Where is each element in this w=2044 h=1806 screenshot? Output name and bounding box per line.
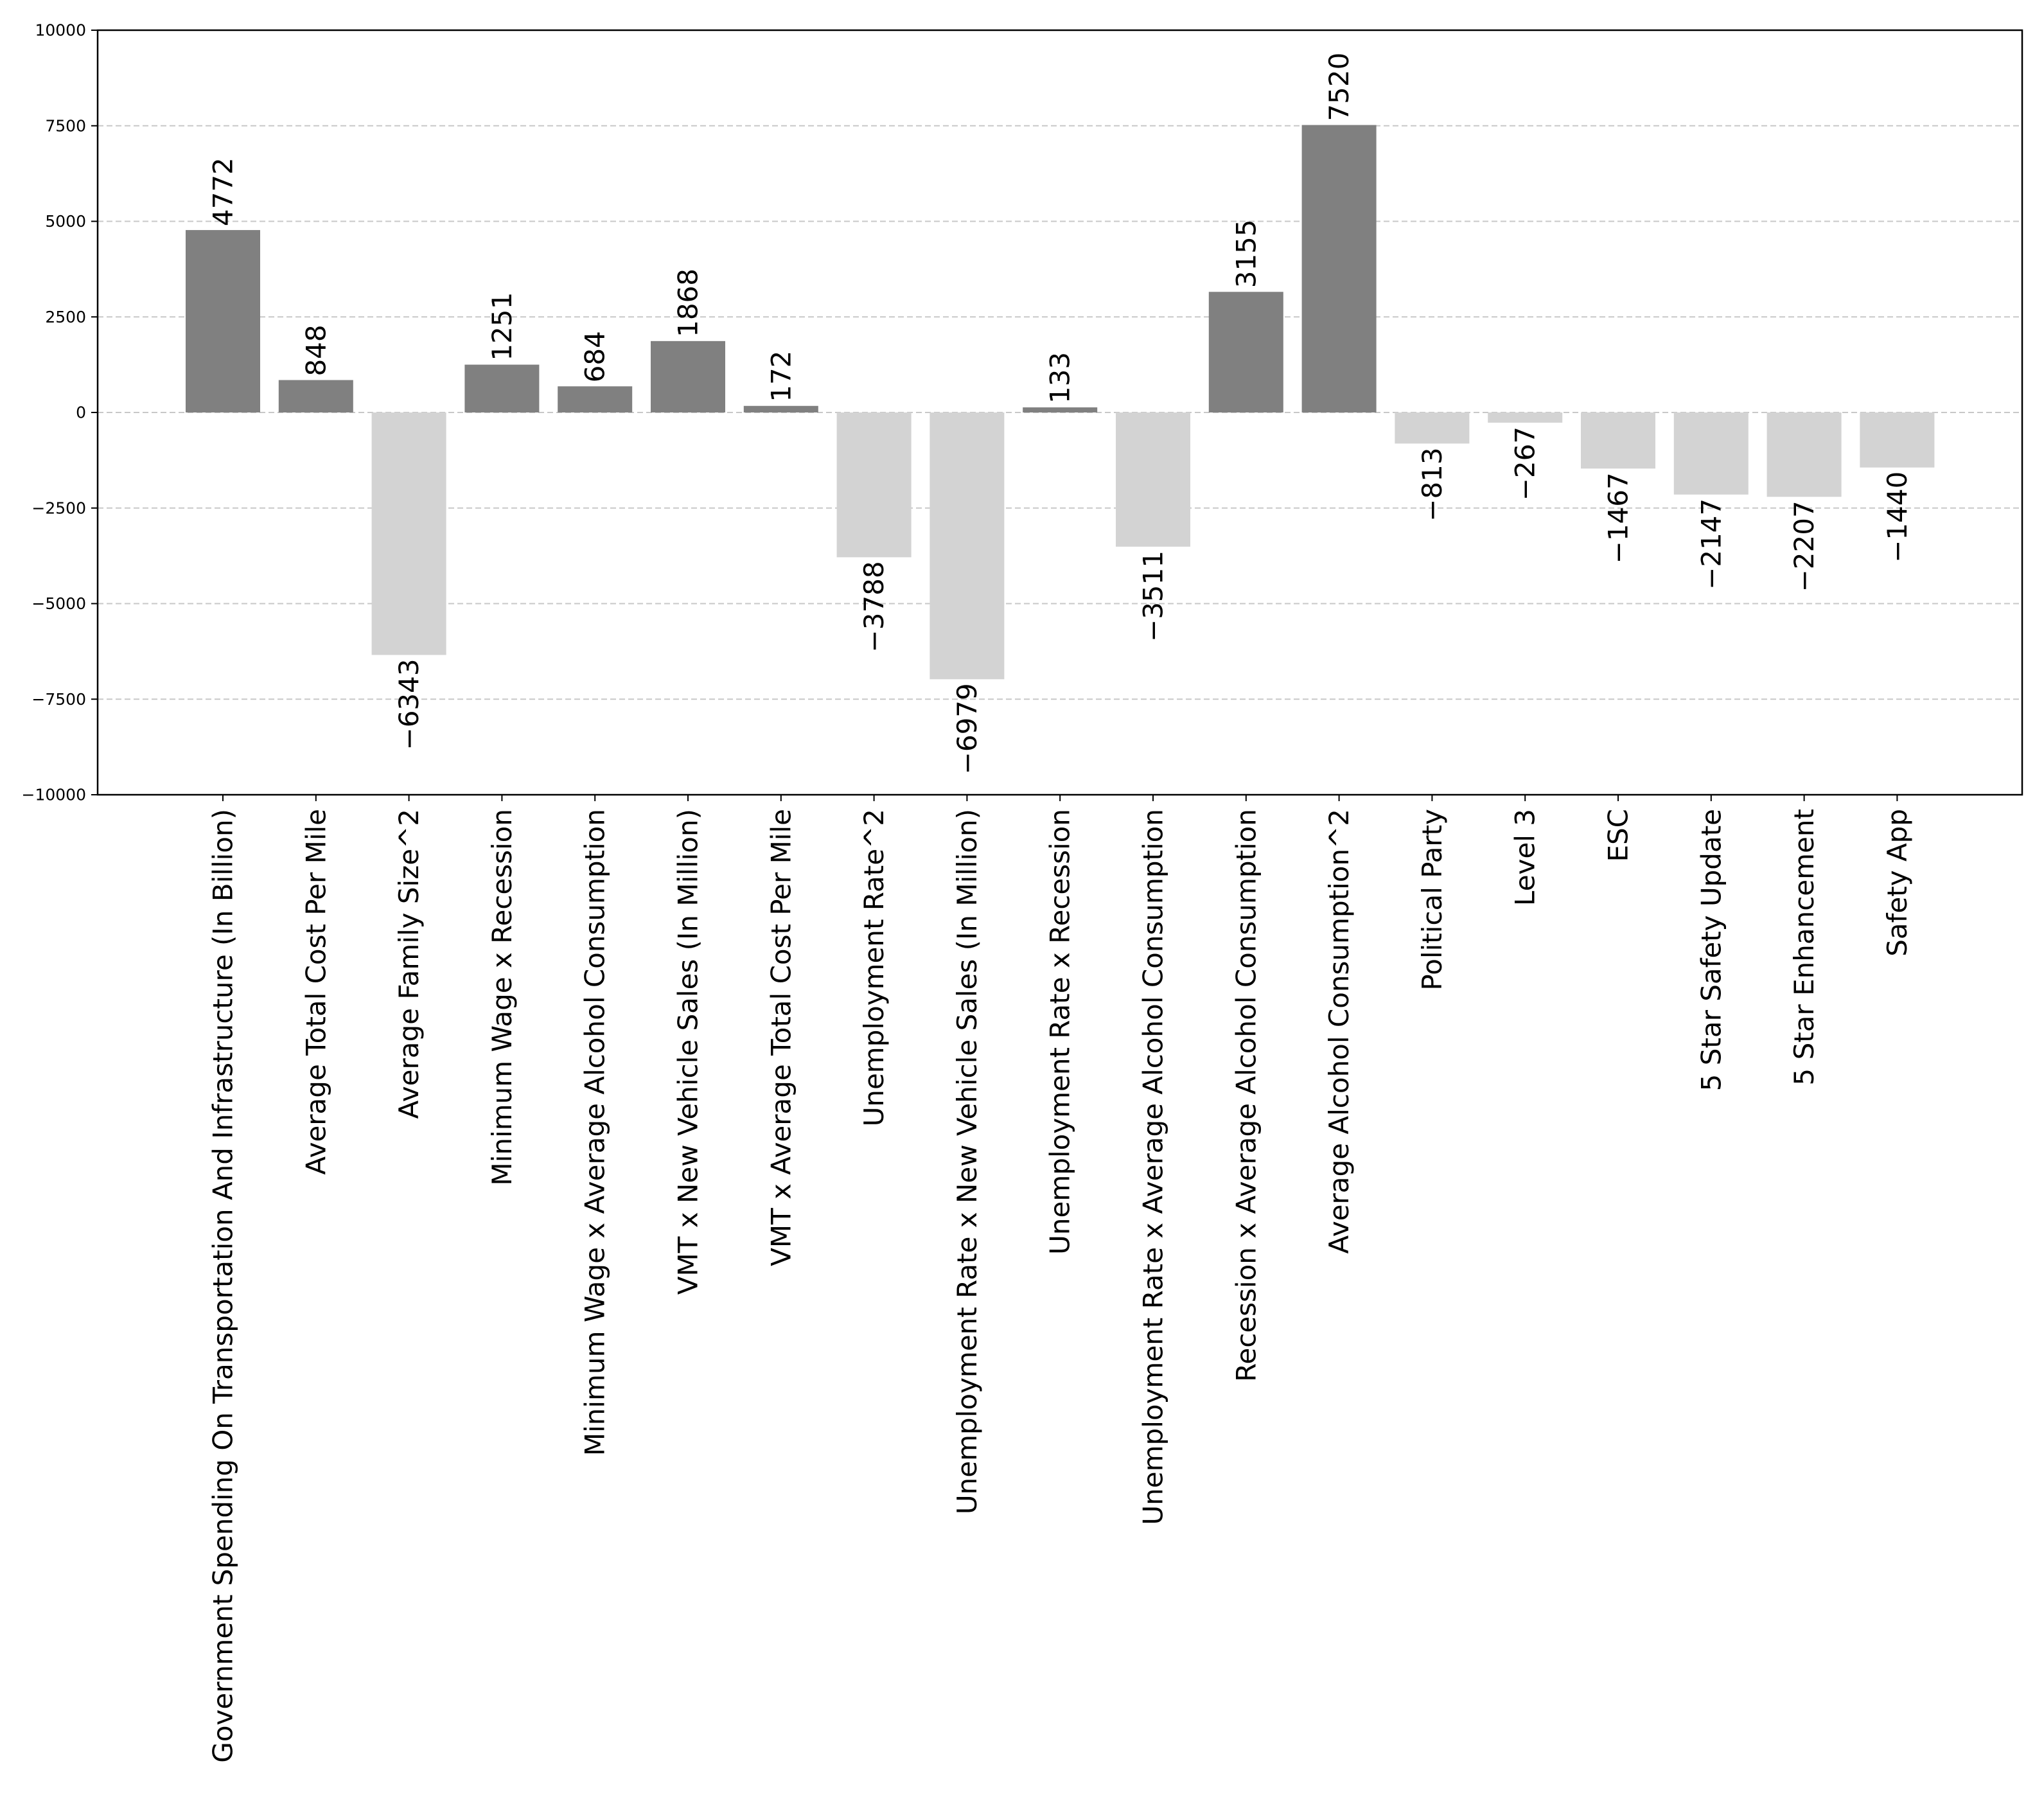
x-tick-label: Minimum Wage x Recession [486,809,518,1185]
bar-value-label: −6979 [951,683,983,774]
bar [1208,292,1283,412]
y-axis: 10000 7500 5000 2500 0 −2500 −5000 −7500 −10000 [22,21,98,804]
x-tick-label: Political Party [1416,809,1448,991]
bar-value-label: −3788 [858,561,890,652]
y-tick-label: 5000 [45,212,86,231]
x-tick-label: Unemployment Rate^2 [858,809,890,1126]
bar [1116,412,1190,547]
bar-value-label: −2147 [1695,499,1727,590]
x-tick-label: Government Spending On Transportation An… [207,809,239,1763]
bar-value-label: 7520 [1323,53,1355,121]
x-tick-label: Unemployment Rate x New Vehicle Sales (I… [951,809,983,1514]
x-tick-label: ESC [1603,809,1634,862]
bar [1860,412,1935,468]
bar-value-label: 1868 [673,269,704,337]
x-axis: Government Spending On Transportation An… [207,795,1913,1763]
bar [929,412,1005,680]
y-tick-label: 10000 [35,21,86,40]
y-tick-label: −2500 [31,499,86,517]
bar-value-label: −1440 [1881,472,1913,563]
bar [278,380,353,412]
y-tick-label: 0 [76,403,86,422]
bar-value-label: −3511 [1138,551,1169,642]
x-tick-label: Average Family Size^2 [393,809,425,1119]
x-tick-label: Level 3 [1510,809,1541,906]
x-tick-label: Unemployment Rate x Recession [1044,809,1076,1255]
bar-value-label: −2207 [1788,500,1820,592]
bar [371,412,446,655]
x-tick-label: VMT x New Vehicle Sales (In Million) [673,809,704,1295]
y-tick-label: 2500 [45,308,86,326]
bar [1023,407,1098,412]
x-tick-label: Recession x Average Alcohol Consumption [1230,809,1262,1382]
bar [186,230,260,412]
bar [1301,125,1377,412]
y-tick-label: −7500 [31,690,86,709]
x-tick-label: 5 Star Safety Update [1695,809,1727,1091]
bar [464,364,540,412]
bar-value-label: 1251 [486,292,518,361]
bar [1673,412,1749,495]
bar-value-label: −813 [1416,447,1448,521]
bar [836,412,912,558]
x-tick-label: 5 Star Enhancement [1788,809,1820,1085]
bar-value-label: 133 [1044,352,1076,403]
bar-value-label: 4772 [207,157,239,226]
bar-value-label: −1467 [1603,472,1634,563]
bar-value-label: −6343 [393,659,425,750]
bar [1488,412,1563,423]
bar [558,386,633,412]
bar-value-label: 172 [765,351,797,402]
x-tick-label: Average Alcohol Consumption^2 [1323,809,1355,1253]
bar-value-label: 848 [300,324,331,376]
y-tick-label: −5000 [31,594,86,613]
bars [186,125,1935,680]
x-tick-label: Average Total Cost Per Mile [300,809,331,1175]
bar-value-label: −267 [1510,427,1541,500]
bar [743,405,818,412]
x-tick-label: Minimum Wage x Average Alcohol Consumpti… [579,809,611,1456]
bar-value-label: 684 [579,331,611,382]
bar-value-label: 3155 [1230,219,1262,288]
y-tick-label: 7500 [45,116,86,135]
x-tick-label: Unemployment Rate x Average Alcohol Cons… [1138,809,1169,1525]
data-labels: 4772 848 −6343 1251 684 1868 172 −3788 −6979 133 −… [207,53,1913,775]
bar [1766,412,1842,497]
x-tick-label: VMT x Average Total Cost Per Mile [765,809,797,1266]
bar [1581,412,1655,469]
bar [651,341,725,412]
bar [1395,412,1470,444]
x-tick-label: Safety App [1881,809,1913,957]
y-tick-label: −10000 [22,786,86,804]
